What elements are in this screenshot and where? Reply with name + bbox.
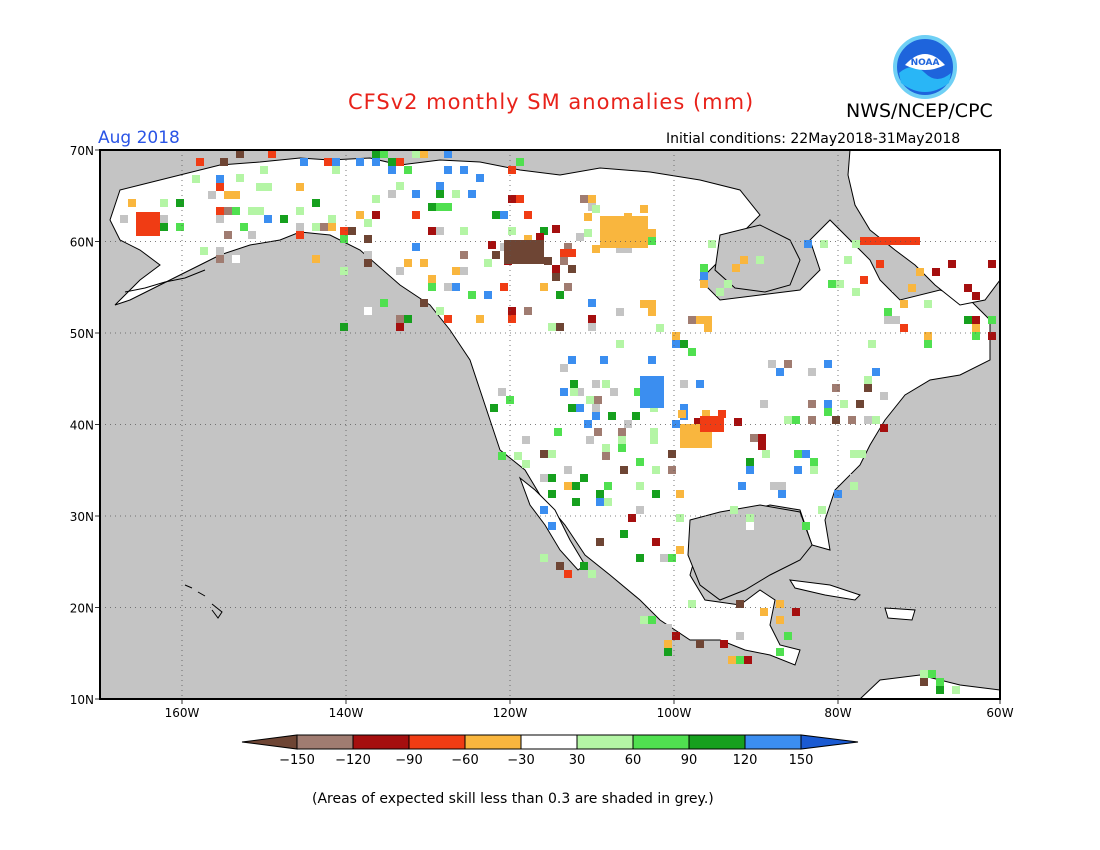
lat-label: 10N [70, 693, 94, 707]
initial-conditions: Initial conditions: 22May2018-31May2018 [666, 131, 961, 147]
legend-swatch [520, 734, 578, 750]
cuba-land [789, 579, 861, 601]
lon-label: 120W [493, 706, 528, 720]
map-title: CFSv2 monthly SM anomalies (mm) [348, 90, 755, 114]
legend-tick-labels: −150 −120 −90 −60 −30 30 60 90 120 150 [279, 753, 813, 768]
lon-label: 100W [657, 706, 692, 720]
lat-label: 20N [70, 602, 94, 616]
aleutian-islands [124, 269, 206, 293]
greenland-land [847, 150, 1000, 306]
latitude-labels: 70N 60N 50N 40N 30N 20N 10N [70, 144, 94, 707]
legend-tick: 90 [681, 753, 698, 768]
lat-label: 70N [70, 144, 94, 158]
color-legend [241, 734, 859, 750]
legend-swatch [688, 734, 746, 750]
north-america-land [109, 157, 991, 666]
legend-swatch [632, 734, 690, 750]
noaa-logo: NOAA [893, 35, 957, 99]
graticule [95, 149, 1001, 704]
lon-label: 60W [986, 706, 1013, 720]
skill-footnote: (Areas of expected skill less than 0.3 a… [312, 791, 714, 807]
legend-swatch [408, 734, 466, 750]
anomaly-grid [120, 150, 996, 694]
legend-tick: 60 [625, 753, 642, 768]
legend-tick: 30 [569, 753, 586, 768]
legend-tick: −30 [507, 753, 534, 768]
lon-label: 160W [165, 706, 200, 720]
longitude-labels: 160W 140W 120W 100W 80W 60W [165, 706, 1014, 720]
south-america-land [859, 674, 1000, 699]
legend-swatch [241, 734, 298, 750]
legend-tick: −90 [395, 753, 422, 768]
legend-tick: 120 [733, 753, 758, 768]
map-frame [99, 149, 1001, 700]
legend-tick: 150 [789, 753, 814, 768]
gulf-of-mexico [687, 504, 813, 601]
lat-label: 40N [70, 419, 94, 433]
lon-label: 140W [329, 706, 364, 720]
hispaniola-land [884, 607, 916, 621]
legend-swatch [464, 734, 522, 750]
lat-label: 60N [70, 236, 94, 250]
valid-month: Aug 2018 [98, 128, 180, 148]
lon-label: 80W [824, 706, 851, 720]
legend-swatch [352, 734, 410, 750]
legend-swatch [576, 734, 634, 750]
hawaii-islands [184, 584, 223, 619]
lat-label: 50N [70, 327, 94, 341]
lat-label: 30N [70, 510, 94, 524]
legend-tick: −60 [451, 753, 478, 768]
agency-label: NWS/NCEP/CPC [846, 100, 993, 122]
legend-swatch [800, 734, 859, 750]
legend-tick: −120 [335, 753, 371, 768]
legend-tick: −150 [279, 753, 315, 768]
legend-swatch [296, 734, 354, 750]
noaa-logo-text: NOAA [911, 58, 940, 68]
legend-swatch [744, 734, 802, 750]
